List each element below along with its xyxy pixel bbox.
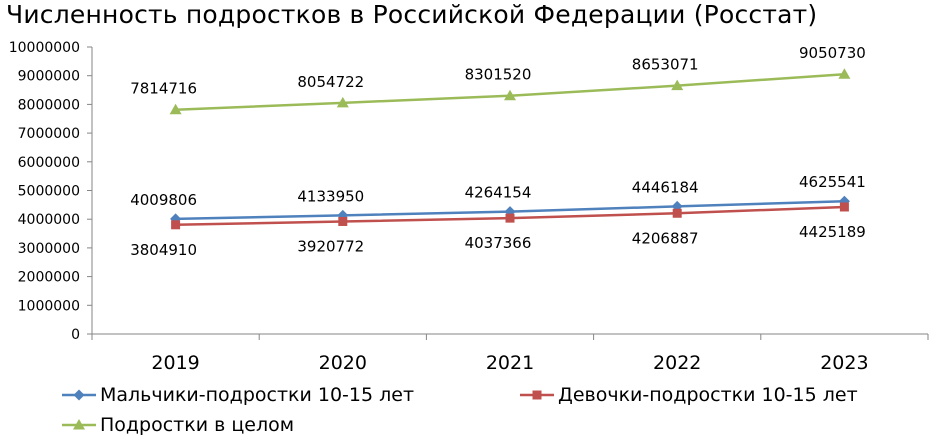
legend: Мальчики-подростки 10-15 лет Девочки-под… [60, 382, 930, 442]
axes: 0 1000000 2000000 3000000 4000000 5000000 6000… [9, 40, 929, 374]
data-label-boys: 4264154 [465, 184, 532, 202]
series-layer [169, 68, 851, 230]
legend-item-boys: Мальчики-подростки 10-15 лет [60, 384, 414, 406]
chart-title: Численность подростков в Российской Феде… [6, 0, 818, 29]
data-labels: 4009806 4133950 4264154 4446184 4625541 38049… [130, 44, 866, 259]
data-label-total: 8054722 [297, 73, 364, 91]
data-label-boys: 4009806 [130, 191, 197, 209]
data-point-total [671, 79, 684, 91]
data-label-boys: 4446184 [632, 178, 699, 196]
data-point-girls [505, 213, 515, 223]
y-tick-label: 8000000 [18, 97, 80, 113]
data-point-total [504, 89, 516, 101]
legend-swatch-boys [62, 389, 96, 401]
x-tick-label: 2022 [653, 352, 701, 374]
legend-item-girls: Девочки-подростки 10-15 лет [518, 384, 858, 406]
legend-swatch-total [62, 419, 96, 430]
legend-marker-girls [532, 390, 542, 400]
y-tick-label: 7000000 [18, 126, 80, 142]
data-point-girls [171, 220, 181, 230]
data-point-total [169, 103, 182, 115]
data-label-boys: 4133950 [297, 187, 364, 205]
x-tick-label: 2023 [820, 352, 868, 374]
legend-label-boys: Мальчики-подростки 10-15 лет [100, 384, 415, 406]
y-tick-label: 3000000 [18, 241, 80, 257]
data-point-total [838, 68, 851, 79]
legend-label-total: Подростки в целом [100, 414, 295, 436]
y-tick-label: 6000000 [18, 155, 80, 171]
y-tick-label: 2000000 [18, 270, 80, 286]
y-tick-label: 1000000 [18, 298, 80, 314]
legend-marker-total [73, 419, 85, 430]
x-tick-label: 2020 [319, 352, 367, 374]
legend-marker-boys [73, 389, 85, 401]
data-label-total: 8653071 [632, 56, 699, 74]
data-label-total: 7814716 [130, 80, 197, 98]
data-label-girls: 4206887 [632, 229, 699, 247]
y-tick-label: 9000000 [18, 69, 80, 85]
data-label-boys: 4625541 [799, 173, 866, 191]
line-chart: 0 1000000 2000000 3000000 4000000 5000000 6000… [9, 40, 929, 374]
data-point-girls [672, 208, 682, 218]
data-label-total: 8301520 [465, 66, 532, 84]
x-tick-label: 2019 [151, 352, 199, 374]
data-label-girls: 3920772 [297, 237, 364, 255]
data-point-girls [338, 216, 348, 226]
legend-label-girls: Девочки-подростки 10-15 лет [558, 384, 858, 406]
y-tick-label: 4000000 [18, 212, 80, 228]
legend-swatch-girls [520, 390, 554, 400]
y-tick-label: 10000000 [9, 40, 80, 56]
y-tick-label: 5000000 [18, 184, 80, 200]
data-label-girls: 4037366 [465, 234, 532, 252]
data-label-total: 9050730 [799, 44, 866, 62]
data-point-girls [839, 202, 849, 212]
x-tick-label: 2021 [486, 352, 534, 374]
legend-item-total: Подростки в целом [60, 414, 294, 436]
y-tick-label: 0 [71, 327, 80, 343]
data-label-girls: 4425189 [799, 223, 866, 241]
data-label-girls: 3804910 [130, 241, 197, 259]
data-point-total [336, 96, 349, 108]
